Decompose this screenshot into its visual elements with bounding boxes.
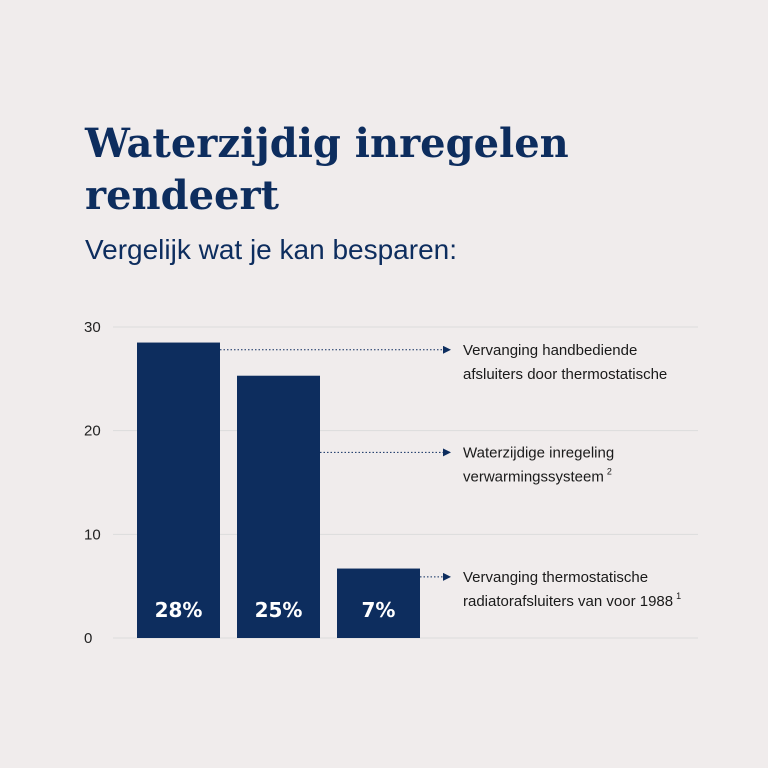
bar-value-label: 28%	[155, 598, 203, 622]
annotation-text: Vervanging handbediende	[463, 342, 637, 359]
y-tick-label: 30	[84, 319, 101, 336]
annotation-text: Vervanging thermostatische	[463, 569, 648, 586]
y-tick-label: 0	[84, 630, 92, 647]
bar	[337, 568, 420, 638]
annotation-text: verwarmingssysteem 2	[463, 466, 612, 485]
y-tick-label: 10	[84, 526, 101, 543]
bar	[237, 375, 320, 638]
y-tick-label: 20	[84, 423, 101, 440]
annotation-text: afsluiters door thermostatische	[463, 366, 667, 383]
bar-value-label: 7%	[362, 598, 396, 622]
bar-chart: 0 10 20 30 28% 25% 7% Vervanging handbediende…	[84, 319, 698, 647]
annotation-text: Waterzijdige inregeling	[463, 444, 614, 461]
annotation-text: radiatorafsluiters van voor 1988 1	[463, 591, 681, 610]
bar	[137, 342, 220, 638]
page-subtitle: Vergelijk wat je kan besparen:	[85, 234, 457, 265]
bar-value-label: 25%	[255, 598, 303, 622]
page-title: Waterzijdig inregelen rendeert	[85, 120, 569, 219]
